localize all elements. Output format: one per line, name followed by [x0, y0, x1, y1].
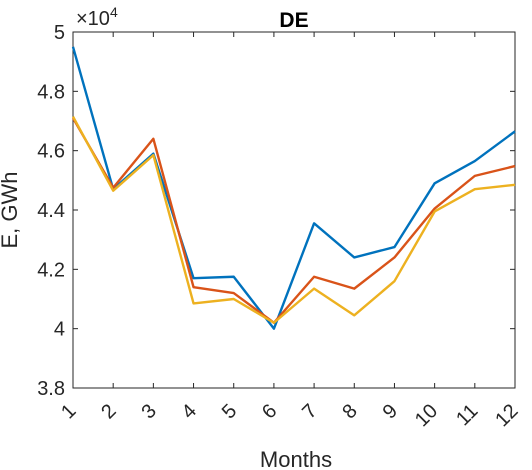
chart-title: DE	[279, 9, 308, 32]
y-tick-label: 4.6	[37, 141, 65, 163]
x-axis-label: Months	[260, 447, 332, 470]
series-line-3	[71, 115, 516, 324]
y-exponent-base: ×10	[76, 8, 110, 30]
y-tick-label: 5	[54, 22, 65, 44]
axis-ticks	[72, 31, 516, 389]
y-axis-label: E, GWh	[0, 171, 22, 248]
y-exponent-power: 4	[110, 4, 118, 20]
series-line-2	[71, 117, 516, 324]
y-tick-label: 4.2	[37, 259, 65, 281]
y-tick-label: 4.4	[37, 200, 65, 222]
y-tick-label: 4	[54, 319, 65, 341]
y-tick-label: 3.8	[37, 378, 65, 400]
y-tick-label: 4.8	[37, 81, 65, 103]
series-lines	[71, 46, 516, 330]
y-tick-labels: 3.8 4 4.2 4.4 4.6 4.8 5	[37, 22, 65, 400]
y-exponent-label: ×104	[76, 4, 118, 30]
